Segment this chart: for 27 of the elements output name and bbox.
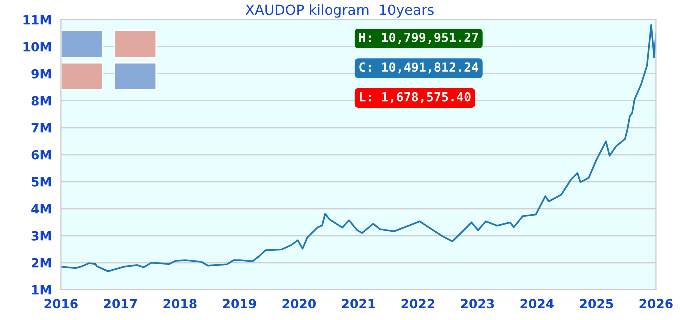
y-tick-label: 11M	[24, 15, 52, 25]
y-tick-label: 3M	[32, 231, 52, 241]
x-tick-label: 2016	[44, 299, 78, 309]
y-tick-label: 5M	[32, 178, 52, 187]
y-tick-label: 6M	[32, 150, 52, 160]
y-tick-label: 7M	[32, 124, 52, 133]
x-tick-label: 2018	[164, 299, 197, 309]
line-series	[61, 24, 656, 272]
y-tick-label: 2M	[32, 258, 52, 268]
x-tick-label: 2025	[580, 299, 614, 309]
y-tick-label: 4M	[32, 204, 52, 214]
chart-title: XAUDOP kilogram 10years	[246, 4, 434, 18]
x-tick-label: 2017	[104, 299, 138, 309]
y-tick-label: 9M	[32, 69, 52, 79]
x-tick-label: 2023	[461, 299, 494, 309]
x-tick-label: 2020	[282, 299, 316, 309]
x-tick-label: 2026	[640, 299, 673, 309]
y-tick-label: 1M	[32, 286, 52, 295]
y-tick-label: 10M	[24, 42, 52, 52]
x-tick-label: 2021	[342, 299, 376, 309]
x-tick-label: 2022	[402, 299, 435, 309]
annotation: C: 10,491,812.24	[360, 62, 479, 74]
x-tick-label: 2024	[520, 299, 554, 309]
annotation: L: 1,678,575.40	[360, 92, 471, 104]
y-tick-label: 8M	[32, 96, 52, 106]
x-tick-label: 2019	[223, 299, 256, 309]
annotation: H: 10,799,951.27	[360, 32, 478, 44]
